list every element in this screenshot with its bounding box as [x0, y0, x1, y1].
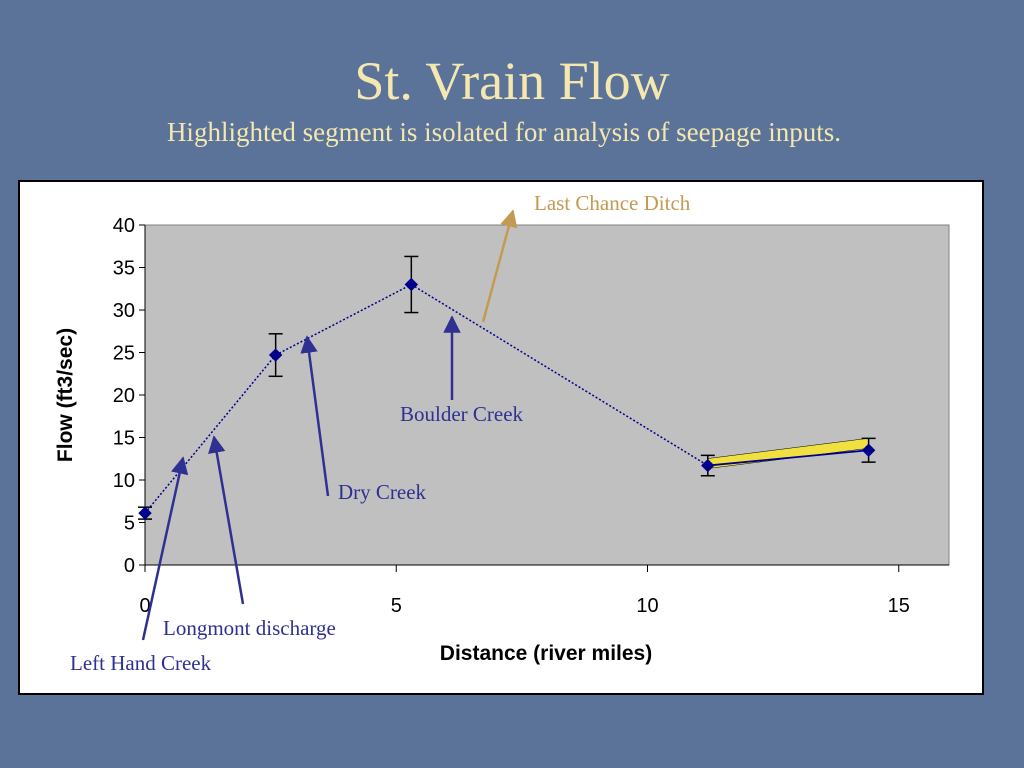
series-lines	[144, 283, 869, 514]
y-tick-label: 30	[113, 300, 135, 322]
y-tick-label: 15	[113, 428, 135, 450]
slide-title: St. Vrain Flow	[354, 51, 670, 111]
x-tick-group: 0 5 10 15	[139, 565, 910, 617]
data-point	[404, 277, 419, 292]
data-markers	[138, 277, 876, 520]
x-tick-label: 0	[139, 595, 150, 617]
y-tick-label: 0	[124, 555, 135, 577]
highlighted-series-line	[707, 449, 869, 467]
y-tick-label: 5	[124, 513, 135, 535]
y-tick-label: 25	[113, 343, 135, 365]
x-tick-label: 5	[391, 595, 402, 617]
x-tick-label: 15	[888, 595, 910, 617]
dry-creek-label: Dry Creek	[338, 480, 427, 504]
data-point	[861, 443, 876, 457]
series-line	[410, 283, 709, 467]
longmont-discharge-arrow	[208, 435, 245, 605]
series-line	[275, 283, 412, 356]
y-tick-label: 20	[113, 385, 135, 407]
x-axis-label: Distance (river miles)	[440, 642, 652, 665]
last-chance-ditch-label: Last Chance Ditch	[534, 191, 691, 215]
plot-area	[144, 224, 950, 566]
y-axis-label: Flow (ft3/sec)	[54, 328, 77, 462]
data-point	[138, 506, 152, 520]
y-tick-label: 35	[113, 258, 135, 280]
last-chance-ditch-arrow	[481, 209, 518, 323]
boulder-creek-label: Boulder Creek	[400, 402, 524, 426]
data-point	[701, 458, 715, 473]
y-tick-group: 0 5 10 15 20 25 30 35 40	[113, 215, 145, 577]
x-tick-label: 10	[636, 595, 658, 617]
y-tick-label: 40	[113, 215, 135, 237]
data-point	[268, 348, 283, 362]
left-hand-creek-label: Left Hand Creek	[70, 651, 212, 675]
slide-subtitle: Highlighted segment is isolated for anal…	[166, 117, 842, 147]
y-tick-label: 10	[113, 470, 135, 492]
dry-creek-arrow	[300, 335, 330, 497]
longmont-discharge-label: Longmont discharge	[163, 616, 336, 640]
left-hand-creek-arrow	[141, 456, 189, 641]
